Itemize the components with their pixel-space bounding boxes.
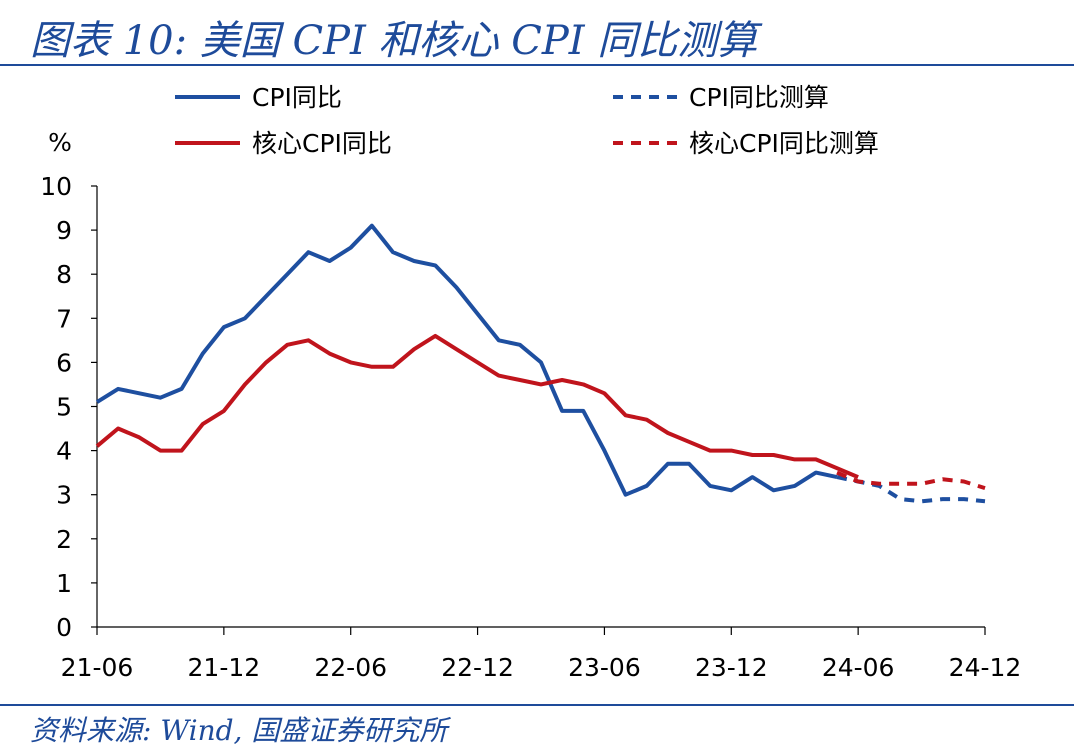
y-tick-label: 0	[56, 613, 72, 642]
series-line-1	[95, 223, 838, 497]
x-tick-label: 21-12	[188, 653, 261, 682]
y-tick-label: 9	[56, 216, 72, 245]
legend-label-2: 核心CPI同比	[252, 129, 392, 158]
series-line-4	[836, 470, 986, 491]
plot-area	[95, 223, 986, 504]
legend-label-1: CPI同比	[252, 83, 342, 112]
x-tick-label: 24-06	[822, 653, 895, 682]
x-tick-label: 22-12	[441, 653, 514, 682]
source-note: 资料来源: Wind, 国盛证券研究所	[30, 714, 448, 747]
y-tick-label: 10	[40, 172, 72, 201]
y-tick-label: 4	[56, 437, 72, 466]
axes: 0 1 2 3 4 5 6 7 8 9 10% 21-06 21-12 22-06 22-12 23-06 23…	[40, 128, 1021, 682]
x-tick-label: 23-12	[695, 653, 768, 682]
y-axis-label: %	[48, 128, 72, 157]
legend-label-4: 核心CPI同比测算	[689, 129, 879, 158]
y-tick-label: 5	[56, 393, 72, 422]
x-tick-label: 24-12	[949, 653, 1022, 682]
top-divider	[0, 64, 1074, 66]
x-tick-label: 22-06	[314, 653, 387, 682]
y-tick-label: 2	[56, 525, 72, 554]
y-tick-label: 7	[56, 304, 72, 333]
bottom-divider	[0, 704, 1074, 706]
legend-label-3: CPI同比测算	[689, 83, 829, 112]
y-tick-label: 8	[56, 260, 72, 289]
y-tick-label: 1	[56, 569, 72, 598]
x-tick-label: 23-06	[568, 653, 641, 682]
y-tick-label: 6	[56, 348, 72, 377]
y-tick-label: 3	[56, 481, 72, 510]
chart-title: 图表 10: 美国 CPI 和核心 CPI 同比测算	[30, 18, 758, 64]
x-tick-label: 21-06	[61, 653, 134, 682]
series-line-2	[95, 333, 859, 479]
